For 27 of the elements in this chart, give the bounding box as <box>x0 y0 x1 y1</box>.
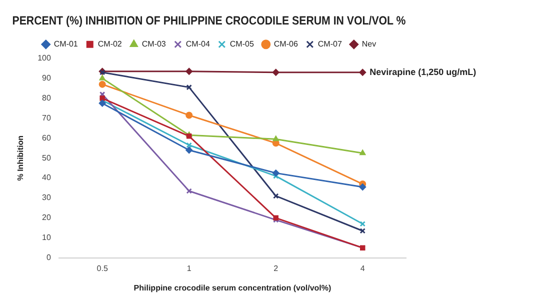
y-tick-label: 40 <box>42 173 52 182</box>
chart-title: PERCENT (%) INHIBITION OF PHILIPPINE CROCODILE SERUM IN VOL/VOL % <box>12 14 406 28</box>
y-axis-title: % Inhibition <box>16 135 26 181</box>
legend-label: CM-07 <box>318 40 342 49</box>
x-axis-title: Philippine crocodile serum concentration (vol/vol%) <box>134 283 332 292</box>
y-tick-label: 100 <box>38 54 52 63</box>
legend-label: CM-06 <box>274 40 298 49</box>
y-tick-label: 90 <box>42 74 52 83</box>
y-tick-label: 0 <box>46 253 52 262</box>
x-tick-label: 2 <box>274 264 279 273</box>
y-tick-label: 60 <box>42 133 52 142</box>
legend-label: CM-03 <box>142 40 166 49</box>
x-tick-label: 1 <box>186 264 192 273</box>
legend-label: CM-04 <box>186 40 210 49</box>
y-tick-label: 80 <box>42 93 52 102</box>
legend-label: CM-05 <box>230 40 254 49</box>
legend-label: CM-01 <box>54 40 78 49</box>
y-tick-label: 30 <box>42 193 52 202</box>
y-tick-label: 70 <box>42 113 52 122</box>
x-tick-label: 0.5 <box>96 264 108 273</box>
legend-label: CM-02 <box>98 40 122 49</box>
y-tick-label: 50 <box>42 153 52 162</box>
legend-label: Nev <box>362 40 376 49</box>
y-tick-label: 20 <box>42 213 52 222</box>
annotation: Nevirapine (1,250 ug/mL) <box>370 66 476 77</box>
x-tick-label: 4 <box>360 264 366 273</box>
y-tick-label: 10 <box>42 233 52 242</box>
